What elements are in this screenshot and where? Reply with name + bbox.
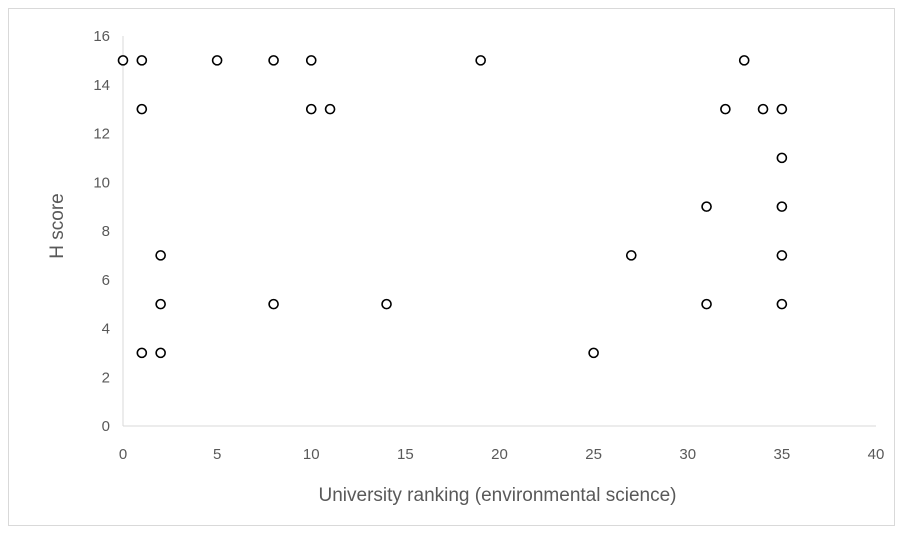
data-point: [625, 250, 637, 261]
data-point: [776, 298, 788, 310]
data-point: [305, 103, 317, 115]
data-point: [701, 298, 712, 310]
y-tick-label: 12: [93, 126, 110, 143]
y-axis-title: H score: [47, 193, 68, 258]
data-point: [117, 55, 129, 66]
x-axis-title: University ranking (environmental scienc…: [319, 485, 677, 506]
x-tick-label: 0: [119, 446, 127, 463]
data-point: [155, 298, 166, 310]
data-point: [136, 103, 148, 115]
data-point: [738, 55, 750, 66]
x-tick-label: 30: [679, 446, 696, 463]
data-point: [776, 250, 788, 261]
data-point: [324, 103, 336, 115]
data-point: [381, 298, 392, 310]
y-tick-label: 8: [102, 223, 110, 240]
data-point: [155, 347, 166, 359]
data-point: [155, 250, 166, 261]
data-point: [136, 347, 148, 359]
data-point: [136, 55, 148, 66]
x-tick-label: 40: [868, 446, 885, 463]
data-point: [701, 201, 712, 212]
x-tick-label: 25: [585, 446, 602, 463]
data-point: [776, 103, 788, 115]
y-tick-labels: 0 2 4 6 8 10 12 14 16: [93, 28, 110, 435]
data-points: [117, 55, 788, 359]
data-point: [305, 55, 317, 66]
chart-frame: [8, 8, 895, 526]
y-tick-label: 16: [93, 28, 110, 45]
data-point: [268, 298, 279, 310]
data-point: [475, 55, 486, 66]
x-tick-labels: 0 5 10 15 20 25 30 35 40: [119, 446, 885, 463]
data-point: [268, 55, 279, 66]
data-point: [776, 152, 788, 164]
y-tick-label: 2: [102, 369, 110, 386]
data-point: [776, 201, 788, 212]
y-tick-label: 0: [102, 418, 110, 435]
x-tick-label: 10: [303, 446, 320, 463]
y-tick-label: 4: [102, 321, 110, 338]
y-tick-label: 10: [93, 174, 110, 191]
data-point: [211, 55, 223, 66]
y-tick-label: 14: [93, 77, 110, 94]
data-point: [757, 103, 769, 115]
data-point: [720, 103, 731, 115]
y-tick-label: 6: [102, 272, 110, 289]
x-tick-label: 5: [213, 446, 221, 463]
x-tick-label: 35: [774, 446, 791, 463]
data-point: [588, 347, 599, 359]
x-tick-label: 20: [491, 446, 508, 463]
x-tick-label: 15: [397, 446, 414, 463]
